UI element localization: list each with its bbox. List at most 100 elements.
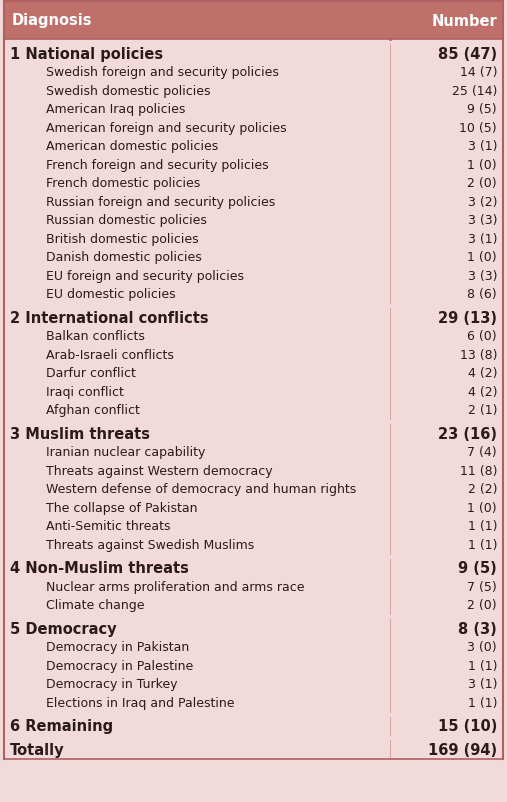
Text: 1 (1): 1 (1) [467,696,497,709]
Text: Climate change: Climate change [46,598,144,611]
Bar [4,192,503,211]
Text: Balkan conflicts: Balkan conflicts [46,330,145,342]
Bar [4,559,503,577]
Text: 2 International conflicts: 2 International conflicts [10,310,208,326]
Text: Afghan conflict: Afghan conflict [46,403,140,417]
Bar [4,100,503,119]
Text: 6 Remaining: 6 Remaining [10,719,113,733]
Text: The collapse of Pakistan: The collapse of Pakistan [46,501,198,514]
Bar [4,480,503,498]
Text: 14 (7): 14 (7) [459,67,497,79]
Text: 10 (5): 10 (5) [459,122,497,135]
Text: 1 (0): 1 (0) [467,501,497,514]
Bar [4,364,503,383]
Text: British domestic policies: British domestic policies [46,233,199,245]
Text: 4 Non-Muslim threats: 4 Non-Muslim threats [10,561,189,576]
Text: 13 (8): 13 (8) [459,348,497,361]
Text: 3 (3): 3 (3) [467,269,497,282]
Text: Number: Number [431,14,497,28]
Bar [4,383,503,401]
Bar [4,638,503,656]
Text: 3 (3): 3 (3) [467,214,497,227]
Bar [4,424,503,443]
Bar [4,346,503,364]
Text: French foreign and security policies: French foreign and security policies [46,159,269,172]
Text: 4 (2): 4 (2) [467,367,497,380]
Text: American Iraq policies: American Iraq policies [46,103,186,116]
Text: 7 (4): 7 (4) [467,446,497,459]
Bar [4,2,503,40]
Bar [4,656,503,674]
Bar [4,498,503,516]
Bar [4,401,503,419]
Bar [4,137,503,156]
Bar [4,516,503,535]
Text: 3 Muslim threats: 3 Muslim threats [10,426,150,441]
Text: 1 (1): 1 (1) [467,659,497,672]
Text: Democracy in Palestine: Democracy in Palestine [46,659,193,672]
Bar [4,717,503,735]
Text: 15 (10): 15 (10) [438,719,497,733]
Text: Russian domestic policies: Russian domestic policies [46,214,207,227]
Text: Western defense of democracy and human rights: Western defense of democracy and human r… [46,483,356,496]
Text: 8 (3): 8 (3) [458,621,497,636]
Bar [4,174,503,192]
Text: 11 (8): 11 (8) [459,464,497,477]
Text: Arab-Israeli conflicts: Arab-Israeli conflicts [46,348,174,361]
Bar [4,229,503,248]
Text: 1 (1): 1 (1) [467,538,497,551]
Bar [4,267,503,286]
Text: 23 (16): 23 (16) [438,426,497,441]
Bar [4,82,503,100]
Text: 8 (6): 8 (6) [467,288,497,301]
Text: 7 (5): 7 (5) [467,580,497,593]
Text: 4 (2): 4 (2) [467,385,497,399]
Text: Anti-Semitic threats: Anti-Semitic threats [46,520,170,533]
Bar [4,443,503,461]
Text: 2 (2): 2 (2) [467,483,497,496]
Text: Swedish domestic policies: Swedish domestic policies [46,85,210,98]
Text: French domestic policies: French domestic policies [46,177,200,190]
Text: 2 (1): 2 (1) [467,403,497,417]
Bar [4,619,503,638]
Bar [4,156,503,174]
Text: Democracy in Pakistan: Democracy in Pakistan [46,641,189,654]
Bar [4,63,503,82]
Text: Danish domestic policies: Danish domestic policies [46,251,202,264]
Text: American foreign and security policies: American foreign and security policies [46,122,286,135]
Text: American domestic policies: American domestic policies [46,140,218,153]
Bar [4,211,503,229]
Text: 5 Democracy: 5 Democracy [10,621,117,636]
Text: Democracy in Turkey: Democracy in Turkey [46,678,177,691]
Text: Darfur conflict: Darfur conflict [46,367,136,380]
Text: 85 (47): 85 (47) [438,47,497,62]
Text: 2 (0): 2 (0) [467,177,497,190]
Bar [4,535,503,554]
Text: Threats against Western democracy: Threats against Western democracy [46,464,273,477]
Bar [4,461,503,480]
Bar [4,596,503,614]
Text: 3 (2): 3 (2) [467,196,497,209]
Text: 3 (1): 3 (1) [467,678,497,691]
Text: 169 (94): 169 (94) [428,742,497,757]
Text: 2 (0): 2 (0) [467,598,497,611]
Text: Iranian nuclear capability: Iranian nuclear capability [46,446,205,459]
Bar [4,327,503,346]
Text: 6 (0): 6 (0) [467,330,497,342]
Bar [4,248,503,267]
Text: 3 (1): 3 (1) [467,140,497,153]
Text: 1 (1): 1 (1) [467,520,497,533]
Text: Threats against Swedish Muslims: Threats against Swedish Muslims [46,538,254,551]
Bar [4,286,503,304]
Text: 25 (14): 25 (14) [452,85,497,98]
Text: Elections in Iraq and Palestine: Elections in Iraq and Palestine [46,696,235,709]
Text: 3 (0): 3 (0) [467,641,497,654]
Text: 9 (5): 9 (5) [467,103,497,116]
Text: Russian foreign and security policies: Russian foreign and security policies [46,196,275,209]
Text: Totally: Totally [10,742,64,757]
Text: EU foreign and security policies: EU foreign and security policies [46,269,244,282]
Text: 29 (13): 29 (13) [438,310,497,326]
Text: Diagnosis: Diagnosis [12,14,92,28]
Bar [4,674,503,693]
Bar [4,309,503,327]
